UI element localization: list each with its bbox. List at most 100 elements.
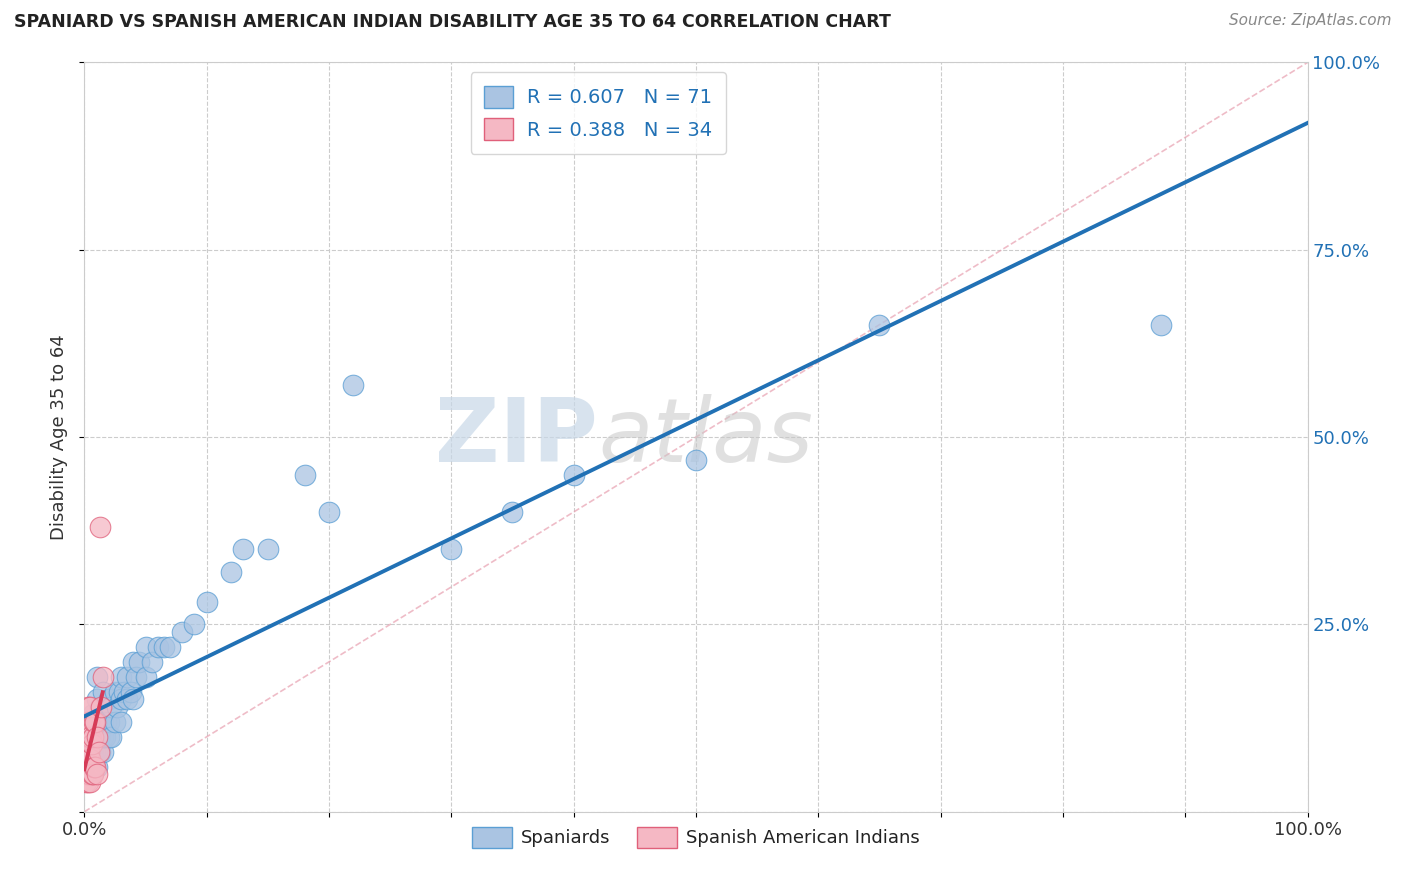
Point [82, 767, 104, 781]
Point [82, 730, 104, 744]
Y-axis label: Disability Age 35 to 64: Disability Age 35 to 64 [51, 334, 69, 540]
Point [87, 745, 110, 759]
Point [86, 670, 108, 684]
Point [153, 640, 176, 654]
Point [77, 714, 100, 729]
Point [86, 760, 108, 774]
Point [86, 767, 108, 781]
Point [105, 699, 128, 714]
Point [77, 767, 100, 781]
Point [89, 520, 111, 534]
Point [79, 730, 101, 744]
Point [100, 699, 122, 714]
Point [91, 745, 114, 759]
Point [128, 655, 150, 669]
Point [86, 730, 108, 744]
Point [79, 774, 101, 789]
Point [159, 640, 181, 654]
Point [232, 542, 254, 557]
Point [89, 699, 111, 714]
Point [110, 670, 132, 684]
Point [172, 624, 194, 639]
Text: SPANIARD VS SPANISH AMERICAN INDIAN DISABILITY AGE 35 TO 64 CORRELATION CHART: SPANIARD VS SPANISH AMERICAN INDIAN DISA… [14, 13, 891, 31]
Point [76, 745, 98, 759]
Point [91, 714, 114, 729]
Point [257, 542, 280, 557]
Point [94, 730, 117, 744]
Legend: Spaniards, Spanish American Indians: Spaniards, Spanish American Indians [465, 820, 927, 855]
Point [79, 767, 101, 781]
Point [342, 377, 364, 392]
Point [110, 692, 132, 706]
Point [82, 707, 104, 722]
Point [83, 737, 105, 751]
Point [82, 730, 104, 744]
Text: atlas: atlas [598, 394, 813, 480]
Point [97, 714, 120, 729]
Point [90, 699, 112, 714]
Point [104, 685, 127, 699]
Point [146, 640, 169, 654]
Point [86, 745, 108, 759]
Point [502, 505, 524, 519]
Point [112, 685, 135, 699]
Text: ZIP: ZIP [436, 393, 598, 481]
Point [122, 655, 145, 669]
Point [80, 767, 103, 781]
Point [318, 505, 340, 519]
Point [125, 670, 148, 684]
Text: Source: ZipAtlas.com: Source: ZipAtlas.com [1229, 13, 1392, 29]
Point [115, 670, 138, 684]
Point [76, 767, 98, 781]
Point [86, 714, 108, 729]
Point [77, 774, 100, 789]
Point [84, 760, 107, 774]
Point [86, 692, 108, 706]
Point [100, 730, 122, 744]
Point [91, 670, 114, 684]
Point [76, 714, 98, 729]
Point [104, 714, 127, 729]
Point [135, 670, 157, 684]
Point [195, 595, 218, 609]
Point [83, 714, 105, 729]
Point [869, 318, 891, 332]
Point [79, 730, 101, 744]
Point [97, 692, 120, 706]
Point [73, 767, 96, 781]
Point [83, 760, 105, 774]
Point [87, 745, 110, 759]
Point [79, 714, 101, 729]
Point [1150, 318, 1173, 332]
Point [89, 745, 111, 759]
Point [79, 752, 101, 766]
Point [75, 730, 97, 744]
Point [562, 467, 585, 482]
Point [115, 692, 138, 706]
Point [135, 640, 157, 654]
Point [82, 760, 104, 774]
Point [86, 730, 108, 744]
Point [89, 730, 111, 744]
Point [79, 745, 101, 759]
Point [79, 699, 101, 714]
Point [77, 699, 100, 714]
Point [87, 730, 110, 744]
Point [107, 685, 129, 699]
Point [79, 752, 101, 766]
Point [110, 714, 132, 729]
Point [96, 714, 118, 729]
Point [91, 685, 114, 699]
Point [77, 752, 100, 766]
Point [82, 745, 104, 759]
Point [75, 752, 97, 766]
Point [120, 685, 142, 699]
Point [97, 730, 120, 744]
Point [294, 467, 316, 482]
Point [83, 752, 105, 766]
Point [440, 542, 463, 557]
Point [77, 730, 100, 744]
Point [75, 774, 97, 789]
Point [219, 565, 242, 579]
Point [141, 655, 163, 669]
